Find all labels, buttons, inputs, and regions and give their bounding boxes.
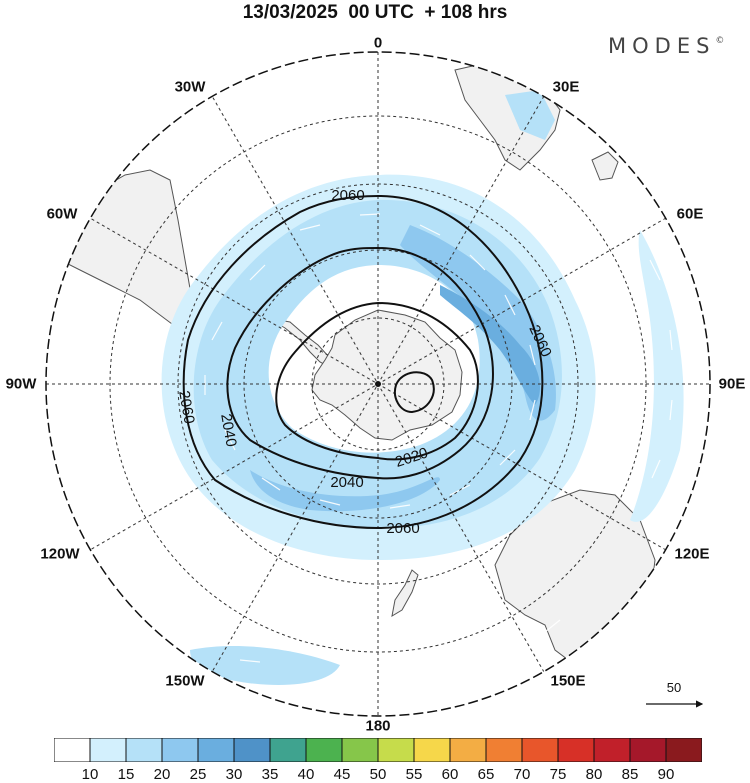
shade-south-band [190,645,340,685]
colorbar-swatch [665,738,702,762]
reference-vector-value: 50 [666,680,682,695]
lon-label-180: 180 [365,717,391,735]
colorbar-tick-label: 90 [657,766,675,783]
colorbar-tick-label: 40 [297,766,315,783]
contour-label-2060-bottom: 2060 [386,520,419,537]
colorbar-tick-label: 65 [477,766,495,783]
contour-label-2060-top: 2060 [331,187,364,204]
colorbar-tick-label: 80 [585,766,603,783]
colorbar-tick-label: 20 [153,766,171,783]
lon-label-90w: 90W [5,375,37,393]
colorbar-swatch [54,738,91,762]
colorbar-swatch [521,738,559,762]
colorbar-tick-label: 70 [513,766,531,783]
lon-label-150e: 150E [550,672,586,690]
lon-label-0: 0 [373,34,383,52]
colorbar-tick-label: 45 [333,766,351,783]
colorbar-swatch [233,738,271,762]
contour-low-2020 [394,371,435,414]
colorbar-swatch [629,738,667,762]
colorbar-tick-label: 50 [369,766,387,783]
colorbar-tick-label: 15 [117,766,135,783]
contour-label-2040-left: 2040 [217,412,240,448]
wind-shading [161,90,684,685]
colorbar-swatch [557,738,595,762]
contour-label-2060-left: 2060 [175,389,198,425]
colorbar-swatch [269,738,307,762]
brand-name: MODES [608,34,716,58]
reference-arrow [646,700,704,708]
shade-jet-25b [250,470,440,512]
reference-vector: 50 [644,680,714,720]
shade-east-arc [630,230,684,522]
colorbar-tick-label: 10 [81,766,99,783]
colorbar-swatch [485,738,523,762]
lon-label-60w: 60W [46,205,78,223]
lon-label-120e: 120E [674,545,710,563]
colorbar-swatch [413,738,451,762]
lon-label-60e: 60E [676,205,704,223]
colorbar-tick-label: 35 [261,766,279,783]
wind-vectors [204,213,673,663]
lon-label-90e: 90E [718,375,746,393]
colorbar-swatch [197,738,235,762]
colorbar-swatch [125,738,163,762]
colorbar-swatch [305,738,343,762]
contour-2040 [226,246,494,480]
contour-label-2040-bottom: 2040 [330,474,363,491]
colorbar-tick-label: 85 [621,766,639,783]
land-madagascar [591,151,619,181]
land-south-america [59,169,197,331]
colorbar-swatch [593,738,631,762]
colorbar-swatch [377,738,415,762]
land-new-zealand [391,569,419,618]
colorbar-tick-label: 60 [441,766,459,783]
lon-label-30e: 30E [552,78,580,96]
shade-jet-25 [400,225,556,421]
colorbar [54,738,702,762]
colorbar-tick-label: 30 [225,766,243,783]
contour-2060 [182,194,544,530]
map-boundary [45,51,711,717]
colorbar-swatch [341,738,379,762]
shade-africa-east [505,90,555,140]
colorbar-tick-label: 75 [549,766,567,783]
colorbar-tick-label: 55 [405,766,423,783]
brand-logo: MODES© [608,34,724,58]
shade-jet-30 [440,285,540,405]
land-antarctica [311,309,463,441]
colorbar-tick-label: 25 [189,766,207,783]
lon-label-120w: 120W [40,545,80,563]
map-title: 13/03/2025 00 UTC + 108 hrs [242,2,508,23]
lon-label-30w: 30W [174,78,206,96]
colorbar-swatch [89,738,127,762]
colorbar-swatch [449,738,487,762]
brand-mark: © [715,36,725,46]
colorbar-swatch [161,738,199,762]
south-pole-dot [375,381,381,387]
height-contours [182,194,544,530]
lon-label-150w: 150W [165,672,205,690]
contour-2020 [275,301,479,461]
